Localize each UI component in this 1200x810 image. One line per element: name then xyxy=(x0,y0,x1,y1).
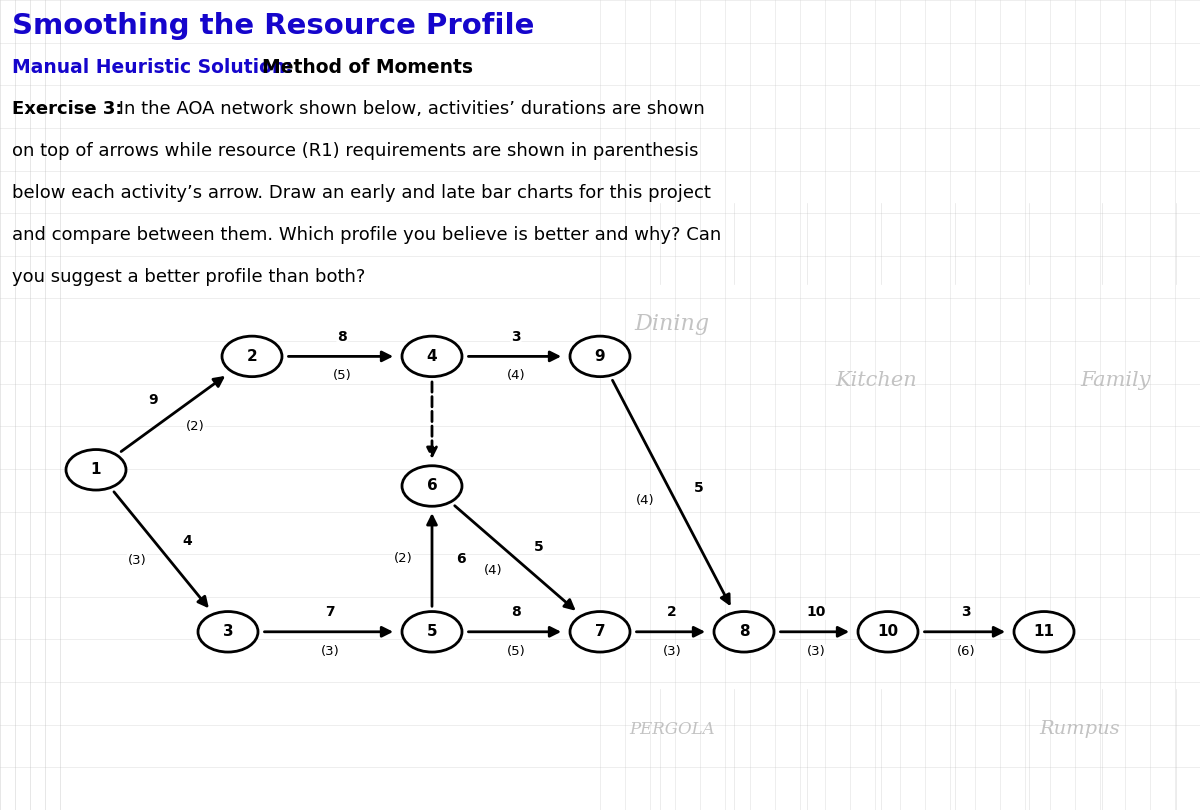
Text: you suggest a better profile than both?: you suggest a better profile than both? xyxy=(12,268,365,286)
Text: Rumpus: Rumpus xyxy=(1039,720,1121,738)
Text: (2): (2) xyxy=(394,552,413,565)
Text: 9: 9 xyxy=(595,349,605,364)
Text: 3: 3 xyxy=(511,330,521,344)
Text: 6: 6 xyxy=(456,552,466,566)
Circle shape xyxy=(1014,612,1074,652)
Text: (3): (3) xyxy=(320,645,340,658)
Text: 5: 5 xyxy=(427,625,437,639)
Text: (4): (4) xyxy=(506,369,526,382)
Text: (4): (4) xyxy=(484,565,503,578)
Circle shape xyxy=(198,612,258,652)
Text: Dining: Dining xyxy=(635,313,709,335)
Text: 11: 11 xyxy=(1033,625,1055,639)
Text: (3): (3) xyxy=(662,645,682,658)
Text: 7: 7 xyxy=(325,605,335,620)
Text: (6): (6) xyxy=(956,645,976,658)
Text: PERGOLA: PERGOLA xyxy=(629,721,715,737)
Circle shape xyxy=(222,336,282,377)
Text: Manual Heuristic Solution:: Manual Heuristic Solution: xyxy=(12,58,299,77)
Text: 5: 5 xyxy=(534,540,544,554)
Text: and compare between them. Which profile you believe is better and why? Can: and compare between them. Which profile … xyxy=(12,226,721,244)
Text: 2: 2 xyxy=(667,605,677,620)
Text: 3: 3 xyxy=(961,605,971,620)
Text: 8: 8 xyxy=(739,625,749,639)
Text: 4: 4 xyxy=(182,535,192,548)
Text: 8: 8 xyxy=(337,330,347,344)
Text: 8: 8 xyxy=(511,605,521,620)
Text: Family: Family xyxy=(1081,371,1151,390)
Text: 2: 2 xyxy=(247,349,257,364)
Text: 6: 6 xyxy=(427,479,437,493)
Text: (4): (4) xyxy=(636,494,654,507)
Text: 10: 10 xyxy=(877,625,899,639)
Circle shape xyxy=(714,612,774,652)
Text: 7: 7 xyxy=(595,625,605,639)
Text: (5): (5) xyxy=(506,645,526,658)
Circle shape xyxy=(858,612,918,652)
Text: Kitchen: Kitchen xyxy=(835,371,917,390)
Text: below each activity’s arrow. Draw an early and late bar charts for this project: below each activity’s arrow. Draw an ear… xyxy=(12,184,710,202)
Circle shape xyxy=(570,612,630,652)
Text: Exercise 3:: Exercise 3: xyxy=(12,100,122,117)
Text: Smoothing the Resource Profile: Smoothing the Resource Profile xyxy=(12,12,534,40)
Text: 4: 4 xyxy=(427,349,437,364)
Circle shape xyxy=(402,612,462,652)
Text: (3): (3) xyxy=(127,554,146,567)
Circle shape xyxy=(402,466,462,506)
Text: (3): (3) xyxy=(806,645,826,658)
Text: 10: 10 xyxy=(806,605,826,620)
Text: 3: 3 xyxy=(223,625,233,639)
Text: on top of arrows while resource (R1) requirements are shown in parenthesis: on top of arrows while resource (R1) req… xyxy=(12,142,698,160)
Circle shape xyxy=(570,336,630,377)
Text: 1: 1 xyxy=(91,463,101,477)
Text: Method of Moments: Method of Moments xyxy=(262,58,473,77)
Text: 9: 9 xyxy=(148,393,157,407)
Circle shape xyxy=(66,450,126,490)
Text: 5: 5 xyxy=(695,480,704,495)
Circle shape xyxy=(402,336,462,377)
Text: (5): (5) xyxy=(332,369,352,382)
Text: In the AOA network shown below, activities’ durations are shown: In the AOA network shown below, activiti… xyxy=(113,100,704,117)
Text: (2): (2) xyxy=(186,420,204,433)
